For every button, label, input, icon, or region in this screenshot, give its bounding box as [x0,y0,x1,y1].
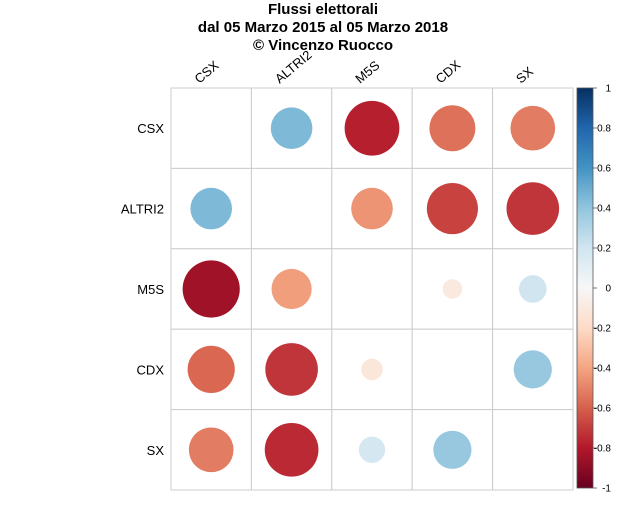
grid-cell [170,87,252,169]
correlation-circle-cdx-csx [187,345,235,394]
colorbar-tick-label: 0.2 [597,244,611,255]
row-label-csx: CSX [137,121,164,136]
correlation-circles [182,100,560,477]
colorbar [576,87,594,489]
colorbar-tick-label: 1 [605,84,611,95]
correlation-circle-cdx-m5s [361,358,383,381]
row-label-altri2: ALTRI2 [121,202,164,217]
grid-cell [331,167,413,250]
row-label-cdx: CDX [137,362,165,377]
column-label-sx: SX [513,63,536,86]
correlation-circle-m5s-cdx [442,279,463,299]
correlation-circle-m5s-csx [182,260,240,318]
row-label-m5s: M5S [137,282,164,297]
correlation-circle-altri2-csx [190,187,232,230]
colorbar-tick-label: -0.2 [594,324,612,335]
correlation-circle-sx-altri2 [264,422,319,477]
grid-cell [250,167,333,250]
grid-cell [411,328,494,411]
correlation-circle-sx-cdx [433,430,472,469]
correlation-circle-altri2-cdx [426,183,478,235]
grid-cell [331,248,413,330]
correlation-circle-sx-csx [188,427,234,473]
correlation-circle-csx-altri2 [270,107,313,149]
column-label-cdx: CDX [433,57,464,86]
correlation-circle-altri2-sx [506,182,560,235]
correlation-circle-cdx-sx [513,350,552,389]
chart-title-line-2: dal 05 Marzo 2015 al 05 Marzo 2018 [198,19,448,36]
colorbar-tick-label: 0.6 [597,164,611,175]
colorbar-tick-label: -0.6 [594,404,612,415]
colorbar-tick-label: 0 [605,284,611,295]
row-label-sx: SX [147,443,165,458]
colorbar-tick-label: 0.8 [597,124,611,135]
correlation-circle-csx-m5s [344,100,400,156]
colorbar-tick-label: -0.4 [594,364,612,375]
correlation-circle-csx-sx [510,105,556,151]
correlation-circle-m5s-sx [518,275,547,303]
correlation-circle-csx-cdx [429,105,476,152]
chart-title-line-3: © Vincenzo Ruocco [253,37,393,54]
grid-cell [411,248,494,330]
column-label-csx: CSX [191,57,221,86]
color-legend: 1 0.8 0.6 0.4 0.2 0 -0.2 -0.4 -0.6 -0.8 -1 [576,84,612,495]
colorbar-tick-label: 0.4 [597,204,611,215]
correlation-circle-m5s-altri2 [271,268,312,310]
correlation-circle-altri2-m5s [351,187,393,230]
correlation-circle-sx-m5s [358,436,386,463]
chart-title-line-1: Flussi elettorali [268,1,378,18]
grid-cell [492,409,574,491]
column-label-m5s: M5S [352,57,382,86]
grid-cell [492,248,574,330]
colorbar-tick-label: -0.8 [594,444,612,455]
colorbar-tick-label: -1 [602,484,611,495]
correlation-circle-cdx-altri2 [265,343,318,396]
